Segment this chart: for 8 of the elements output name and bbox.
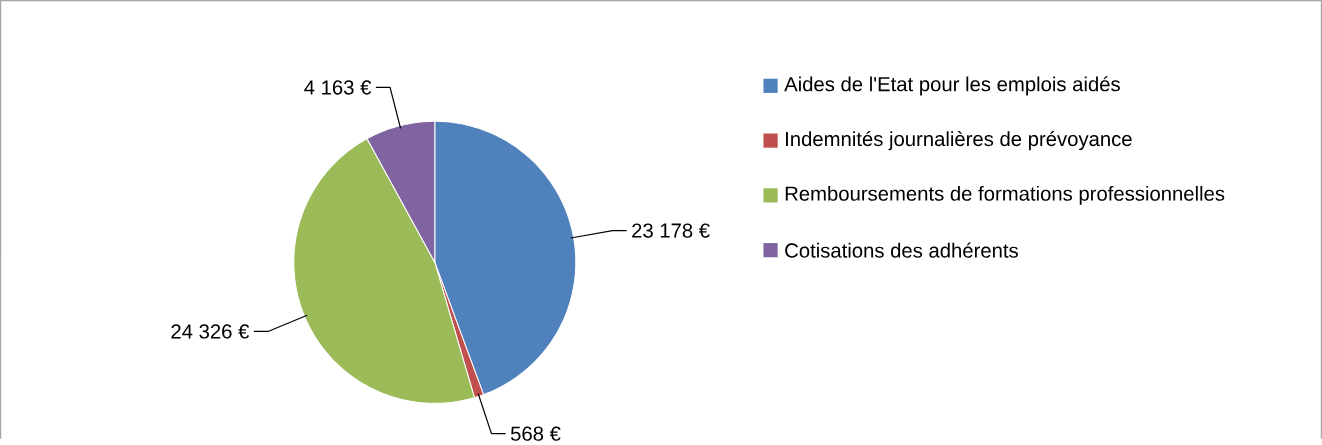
- data-label: 23 178 €: [632, 223, 710, 238]
- data-label: 24 326 €: [171, 324, 250, 339]
- legend-label: Indemnités journalières de prévoyance: [786, 131, 1132, 151]
- legend-label: Remboursements de formations professionnelles: [785, 185, 1225, 205]
- legend-label: Cotisations des adhérents: [785, 242, 1018, 258]
- data-label: 568 €: [510, 426, 561, 441]
- data-label: 4 163 €: [304, 80, 372, 95]
- legend-label: Aides de l'Etat pour les emplois aidés: [784, 76, 1120, 96]
